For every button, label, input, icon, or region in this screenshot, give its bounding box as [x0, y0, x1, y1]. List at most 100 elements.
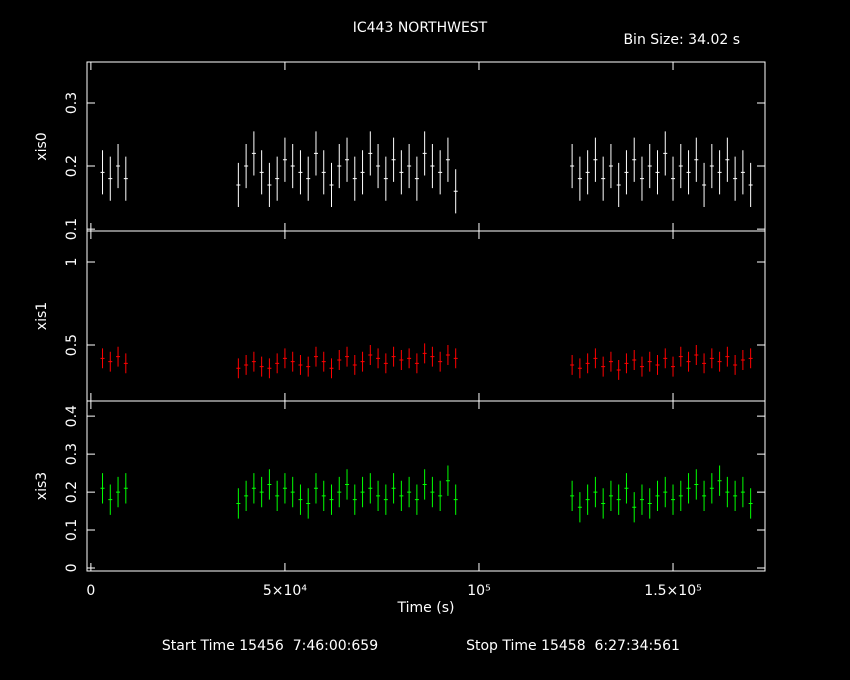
- data-point: [632, 492, 637, 523]
- data-point: [663, 476, 668, 508]
- data-point: [632, 350, 637, 370]
- data-point: [717, 351, 722, 372]
- data-point: [702, 480, 707, 512]
- x-tick-label: 10⁵: [467, 583, 490, 599]
- data-point: [585, 353, 590, 374]
- data-point: [678, 480, 683, 512]
- x-tick-label: 0: [86, 583, 95, 599]
- data-point: [733, 355, 738, 375]
- data-point: [414, 484, 419, 515]
- data-point: [116, 476, 121, 508]
- data-point: [438, 480, 443, 512]
- data-point: [290, 351, 295, 372]
- data-point: [453, 348, 458, 369]
- data-point: [702, 353, 707, 374]
- data-point: [647, 143, 652, 189]
- data-point: [616, 484, 621, 515]
- data-point: [445, 465, 450, 496]
- data-point: [748, 348, 753, 369]
- data-point: [733, 156, 738, 201]
- data-point: [368, 131, 373, 176]
- data-point: [306, 488, 311, 519]
- data-point: [453, 484, 458, 515]
- data-point: [740, 476, 745, 508]
- data-point: [671, 484, 676, 515]
- data-point: [313, 346, 318, 367]
- data-point: [313, 131, 318, 176]
- data-point: [368, 473, 373, 504]
- data-point: [577, 156, 582, 201]
- data-point: [694, 345, 699, 365]
- data-point: [275, 156, 280, 201]
- data-point: [570, 480, 575, 512]
- data-point: [422, 131, 427, 176]
- data-point: [655, 480, 660, 512]
- data-point: [740, 350, 745, 370]
- data-point: [376, 480, 381, 512]
- data-point: [329, 162, 334, 208]
- data-point: [329, 484, 334, 515]
- data-point: [383, 484, 388, 515]
- x-tick-label: 1.5×10⁵: [644, 583, 701, 599]
- data-point: [601, 156, 606, 201]
- y-tick-label: 0.3: [64, 443, 80, 465]
- data-point: [290, 476, 295, 508]
- data-point: [251, 473, 256, 504]
- data-point: [313, 473, 318, 504]
- data-point: [108, 351, 113, 372]
- data-point: [399, 350, 404, 370]
- data-point: [123, 473, 128, 504]
- y-tick-label: 0.2: [64, 155, 80, 177]
- y-tick-label: 0.1: [64, 519, 80, 541]
- data-point: [244, 143, 249, 189]
- y-axis-label: xis3: [34, 472, 50, 500]
- data-point: [298, 355, 303, 375]
- data-point: [391, 346, 396, 367]
- y-tick-label: 1: [64, 258, 80, 267]
- data-point: [453, 169, 458, 214]
- data-point: [100, 473, 105, 504]
- data-point: [282, 137, 287, 182]
- data-point: [337, 476, 342, 508]
- data-point: [352, 484, 357, 515]
- data-point: [383, 353, 388, 374]
- data-point: [593, 348, 598, 369]
- data-point: [236, 488, 241, 519]
- data-point: [570, 355, 575, 375]
- data-point: [593, 476, 598, 508]
- data-point: [624, 353, 629, 374]
- data-point: [608, 480, 613, 512]
- data-point: [368, 345, 373, 365]
- data-point: [391, 137, 396, 182]
- data-point: [407, 143, 412, 189]
- data-point: [616, 162, 621, 208]
- data-point: [570, 143, 575, 189]
- data-point: [259, 476, 264, 508]
- data-point: [709, 348, 714, 369]
- data-point: [717, 465, 722, 496]
- y-tick-label: 0.4: [64, 405, 80, 427]
- data-point: [306, 156, 311, 201]
- data-point: [306, 356, 311, 377]
- x-tick-label: 5×10⁴: [263, 583, 307, 599]
- data-point: [282, 348, 287, 369]
- data-point: [624, 473, 629, 504]
- data-point: [100, 348, 105, 369]
- data-point: [123, 156, 128, 201]
- data-point: [399, 480, 404, 512]
- data-point: [655, 150, 660, 195]
- y-tick-label: 0.1: [64, 218, 80, 240]
- data-point: [639, 156, 644, 201]
- data-point: [345, 137, 350, 182]
- y-tick-label: 0.2: [64, 481, 80, 503]
- data-point: [360, 476, 365, 508]
- data-point: [709, 143, 714, 189]
- data-point: [430, 143, 435, 189]
- data-point: [407, 348, 412, 369]
- data-point: [236, 358, 241, 379]
- data-point: [601, 356, 606, 377]
- data-point: [321, 150, 326, 195]
- data-point: [376, 143, 381, 189]
- data-point: [639, 484, 644, 515]
